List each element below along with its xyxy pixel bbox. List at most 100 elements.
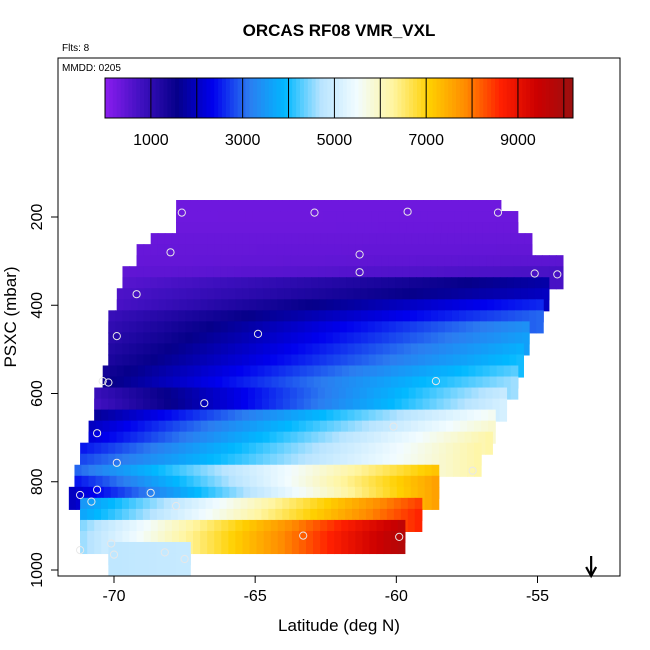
sample-point — [355, 250, 364, 259]
sample-point — [112, 458, 121, 467]
heatmap-cell — [376, 530, 385, 555]
colorbar-segment — [292, 78, 297, 118]
heatmap-cell — [263, 530, 272, 555]
colorbar-segment — [229, 78, 235, 118]
sample-point — [389, 422, 398, 431]
heatmap-cell — [235, 530, 244, 555]
colorbar-segment — [159, 78, 164, 118]
heatmap-cell — [548, 266, 557, 290]
sample-point — [177, 208, 186, 217]
colorbar-segment — [233, 78, 239, 118]
colorbar-segment — [167, 78, 172, 118]
colorbar-segment — [432, 78, 437, 118]
colorbar-segment — [276, 78, 281, 118]
colorbar: 1000 3000 5000 7000 9000 — [104, 77, 574, 149]
heatmap-cell — [128, 553, 137, 577]
colorbar-segment — [467, 78, 473, 118]
colorbar-segment — [245, 78, 250, 118]
colorbar-segment — [249, 78, 254, 118]
colorbar-segment — [311, 78, 317, 118]
colorbar-segment — [420, 78, 426, 118]
heatmap-cell — [485, 431, 493, 455]
heatmap-cell — [431, 486, 440, 510]
colorbar-segment — [362, 78, 367, 118]
x-tick-label: -60 — [385, 588, 408, 605]
x-tick-label: -65 — [244, 588, 267, 605]
x-axis: -70 -65 -60 -55 — [102, 576, 549, 605]
heatmap-cell — [94, 530, 102, 555]
colorbar-segment — [452, 78, 457, 118]
heatmap-cell — [313, 530, 321, 555]
colorbar-segment — [389, 78, 395, 118]
colorbar-segment — [530, 78, 535, 118]
colorbar-segment — [261, 78, 266, 118]
colorbar-segment — [151, 78, 157, 118]
colorbar-segment — [537, 78, 543, 118]
colorbar-segment — [155, 78, 161, 118]
colorbar-tick-label: 3000 — [225, 132, 261, 149]
sample-point — [468, 466, 477, 475]
sample-point — [109, 550, 119, 559]
colorbar-segment — [319, 78, 324, 118]
sample-point — [493, 208, 503, 217]
heatmap-cell — [169, 553, 178, 577]
colorbar-segment — [534, 78, 539, 118]
heatmap-cell — [115, 553, 123, 577]
colorbar-segment — [307, 78, 313, 118]
sample-point — [146, 488, 155, 497]
heatmap-cell — [474, 453, 482, 477]
colorbar-segment — [518, 78, 523, 118]
wind-arrow-icon — [585, 556, 598, 579]
sample-point — [160, 548, 169, 557]
colorbar-segment — [186, 78, 192, 118]
colorbar-segment — [132, 78, 137, 118]
sample-point — [98, 377, 107, 386]
colorbar-segment — [206, 78, 211, 118]
colorbar-segment — [545, 78, 551, 118]
colorbar-segment — [202, 78, 207, 118]
colorbar-segment — [124, 78, 129, 118]
colorbar-segment — [417, 78, 422, 118]
colorbar-segment — [471, 78, 476, 118]
colorbar-segment — [272, 78, 278, 118]
heatmap-cell — [348, 530, 356, 555]
heatmap-cell — [122, 553, 130, 577]
heatmap-cell — [407, 508, 416, 532]
colorbar-segment — [413, 78, 418, 118]
heatmap-cell — [369, 530, 378, 555]
colorbar-segment — [190, 78, 196, 118]
colorbar-segment — [105, 78, 110, 118]
colorbar-segment — [381, 78, 387, 118]
heatmap-cell — [362, 530, 371, 555]
y-axis: 200 400 600 800 1000 — [29, 204, 58, 588]
heatmap-cell — [270, 530, 279, 555]
colorbar-segment — [171, 78, 176, 118]
sample-points — [76, 207, 562, 564]
colorbar-segment — [483, 78, 488, 118]
heatmap-cell — [452, 453, 461, 477]
colorbar-segment — [405, 78, 410, 118]
colorbar-segment — [514, 78, 519, 118]
colorbar-segment — [120, 78, 125, 118]
colorbar-tick-label: 5000 — [317, 132, 353, 149]
heatmap-cell — [383, 530, 392, 555]
colorbar-segment — [339, 78, 344, 118]
heatmap-cell — [529, 310, 537, 334]
heatmap-cell — [291, 530, 300, 555]
colorbar-segment — [506, 78, 512, 118]
colorbar-segment — [300, 78, 305, 118]
sample-point — [172, 501, 181, 511]
heatmap-cell — [298, 530, 307, 555]
colorbar-segment — [495, 78, 500, 118]
colorbar-segment — [522, 78, 527, 118]
colorbar-segment — [327, 78, 332, 118]
heatmap-cell — [284, 530, 293, 555]
sample-point — [530, 269, 539, 278]
heatmap-cell — [101, 530, 109, 555]
colorbar-segment — [198, 78, 203, 118]
colorbar-tick-label: 7000 — [408, 132, 444, 149]
heatmap-cell — [503, 376, 512, 400]
sample-point — [403, 207, 412, 216]
heatmap-cell — [80, 530, 88, 555]
colorbar-segment — [335, 78, 340, 118]
